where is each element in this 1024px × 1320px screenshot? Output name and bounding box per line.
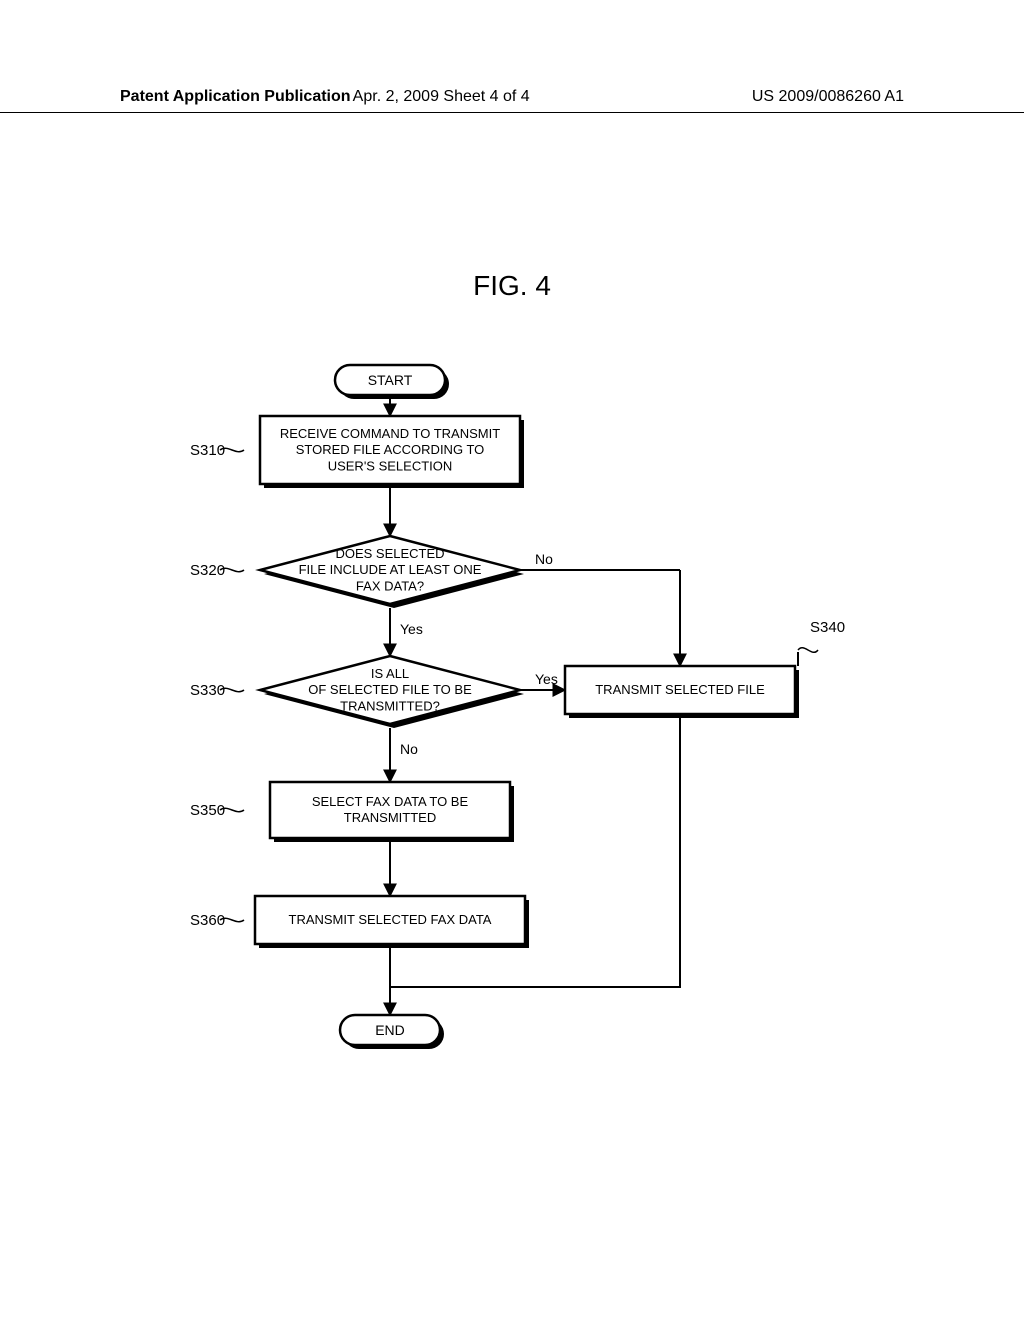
svg-text:END: END xyxy=(375,1022,405,1038)
page-header: Patent Application Publication Apr. 2, 2… xyxy=(0,88,1024,113)
header-date-sheet: Apr. 2, 2009 Sheet 4 of 4 xyxy=(353,88,530,106)
edge-s320-yes-label: Yes xyxy=(400,621,423,637)
flowchart: STARTRECEIVE COMMAND TO TRANSMITSTORED F… xyxy=(60,360,960,1120)
edge-s320-no-label: No xyxy=(535,551,553,567)
s350-ref: S350 xyxy=(190,802,225,819)
edge-s330-no-label: No xyxy=(400,741,418,757)
s340-ref-leader xyxy=(798,648,818,653)
figure-title: FIG. 4 xyxy=(473,270,551,302)
s320-ref: S320 xyxy=(190,562,225,579)
edge-s330-yes-label: Yes xyxy=(535,671,558,687)
s360-ref: S360 xyxy=(190,912,225,929)
page: Patent Application Publication Apr. 2, 2… xyxy=(0,0,1024,1320)
svg-text:TRANSMIT SELECTED FAX DATA: TRANSMIT SELECTED FAX DATA xyxy=(289,912,492,927)
header-publication: Patent Application Publication xyxy=(120,88,351,106)
svg-text:TRANSMIT SELECTED FILE: TRANSMIT SELECTED FILE xyxy=(595,682,765,697)
s340-ref: S340 xyxy=(810,619,845,636)
s310-ref: S310 xyxy=(190,442,225,459)
header-patent-number: US 2009/0086260 A1 xyxy=(752,88,904,106)
svg-text:START: START xyxy=(368,372,413,388)
s330-ref: S330 xyxy=(190,682,225,699)
